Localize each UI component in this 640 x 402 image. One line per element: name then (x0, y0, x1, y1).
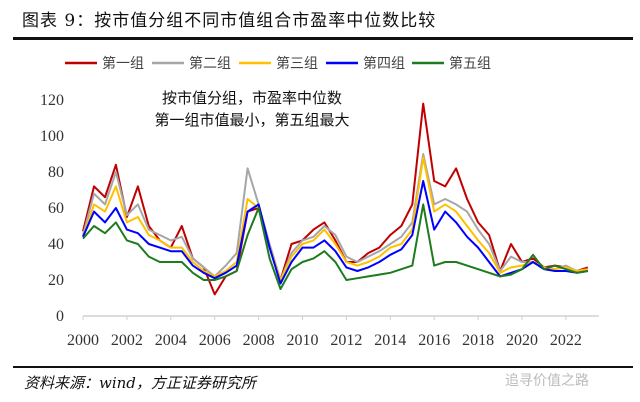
legend-label: 第五组 (449, 55, 491, 72)
x-tick-label: 2012 (330, 332, 362, 349)
y-tick-label: 20 (48, 272, 64, 289)
y-tick-label: 0 (56, 308, 64, 325)
x-tick-label: 2004 (155, 332, 187, 349)
series-line-第三组 (82, 156, 588, 281)
x-tick-label: 2016 (418, 332, 450, 349)
x-tick-label: 2014 (374, 332, 406, 349)
series-line-第五组 (82, 203, 588, 290)
series-lines (82, 102, 589, 296)
annotation-line-1: 按市值分组，市盈率中位数 (162, 89, 342, 107)
y-tick-label: 40 (48, 236, 64, 253)
watermark: 追寻价值之路 (505, 373, 589, 389)
x-tick-label: 2008 (243, 332, 275, 349)
source-note: 资料来源：wind，方正证券研究所 (24, 374, 256, 392)
legend-label: 第三组 (276, 55, 318, 72)
legend-label: 第四组 (363, 55, 405, 72)
x-tick-label: 2000 (67, 332, 99, 349)
x-tick-label: 2020 (506, 332, 538, 349)
x-tick-label: 2018 (462, 332, 494, 349)
figure-title: 图表 9：按市值分组不同市值组合市盈率中位数比较 (22, 11, 437, 31)
y-tick-label: 60 (48, 200, 64, 217)
series-line-第一组 (82, 102, 589, 296)
source-rule (13, 366, 633, 368)
legend: 第一组 第二组 第三组 第四组 第五组 (65, 55, 491, 72)
series-line-第二组 (82, 153, 588, 281)
axes: 2000 2002 2004 2006 2008 2010 2012 2014 2016 2018… (40, 92, 599, 349)
title-rule (13, 37, 633, 40)
x-tick-label: 2002 (111, 332, 143, 349)
x-tick-label: 2010 (287, 332, 319, 349)
y-tick-label: 100 (40, 128, 64, 145)
y-tick-label: 80 (48, 164, 64, 181)
legend-label: 第一组 (102, 55, 144, 72)
annotation-line-2: 第一组市值最小，第五组最大 (154, 111, 349, 129)
legend-label: 第二组 (189, 55, 231, 72)
x-tick-label: 2006 (199, 332, 231, 349)
x-tick-label: 2022 (550, 332, 582, 349)
y-tick-label: 120 (40, 92, 64, 109)
